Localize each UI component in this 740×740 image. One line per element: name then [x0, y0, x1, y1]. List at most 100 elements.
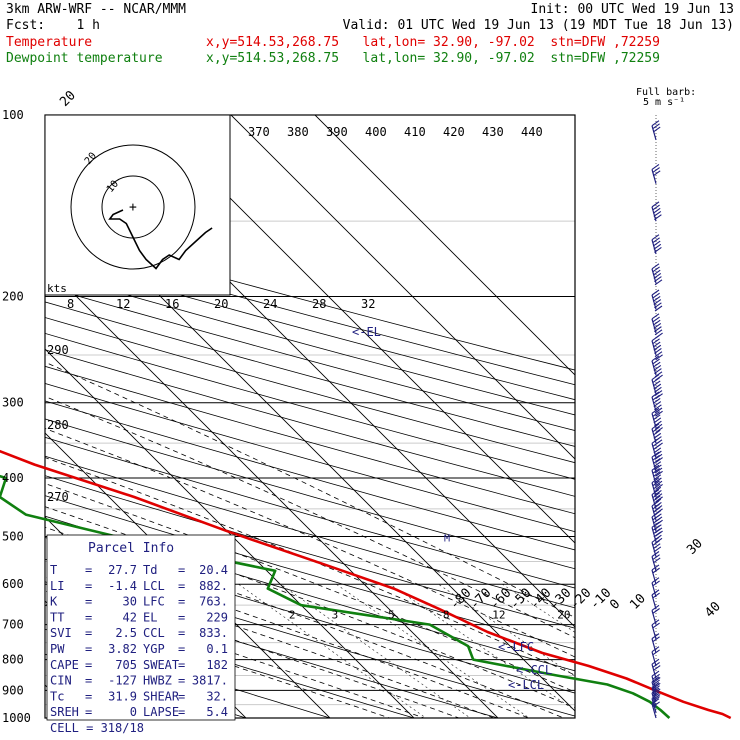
wind-barb-tick [651, 335, 660, 342]
wind-barb-tick [652, 685, 660, 692]
wind-barb-tick [655, 496, 663, 503]
wind-barb-tick [651, 676, 660, 683]
wind-barb-tick [654, 420, 662, 427]
wind-barb-staff [651, 582, 657, 598]
dry-adiabat [45, 256, 575, 401]
moist-adiabat [45, 428, 575, 658]
wind-barb-tick [654, 450, 662, 457]
wind-barb-staff [651, 594, 657, 610]
mixing-ratio-label: 3 [332, 609, 339, 622]
mixing-ratio-label: 8 [443, 609, 450, 622]
hodograph-trace [108, 209, 213, 270]
wind-barb-tick [652, 567, 660, 574]
wind-barb-tick [651, 589, 660, 596]
wind-barb-tick [652, 429, 661, 436]
wind-barb-tick [652, 580, 660, 587]
parcel-row-label1: CIN [50, 674, 72, 688]
wind-barb-tick [652, 441, 660, 447]
barb-legend-line1: Full barb: [636, 87, 696, 98]
temperature-axis-label: 30 [684, 536, 706, 558]
wind-barb-tick [654, 368, 662, 375]
wind-barb-tick [651, 577, 660, 584]
parcel-row-label2: Td [143, 563, 157, 577]
parcel-row-label2: EL [143, 610, 157, 624]
parcel-row-value1: 0 [130, 705, 137, 719]
wind-barb-tick [652, 673, 660, 680]
wind-barb-tick [652, 380, 661, 387]
moist-adiabat [45, 603, 391, 718]
wind-barb-staff [651, 638, 657, 654]
pressure-label: 700 [2, 618, 24, 632]
parcel-row-eq2: = [178, 610, 185, 624]
wind-barb [651, 374, 663, 400]
parcel-row-value1: 705 [115, 658, 137, 672]
pressure-label: 800 [2, 653, 24, 667]
wind-barb-tick [652, 649, 660, 656]
parcel-row-label1: T [50, 563, 57, 577]
wind-barb-tick [654, 305, 663, 312]
wind-barbs-layer [651, 115, 663, 719]
moist-adiabat [45, 395, 575, 639]
mixing-ratio-label: 20 [557, 609, 570, 622]
wind-barb [651, 464, 663, 490]
pressure-label: 200 [2, 290, 24, 304]
parcel-row-eq2: = [178, 626, 185, 640]
dry-adiabat [45, 286, 575, 431]
wind-barb-tick [653, 546, 662, 553]
series-line-temperature [0, 449, 732, 720]
wind-barb-tick [652, 608, 660, 614]
temperature-latlon: lat,lon= 32.90, -97.02 [362, 35, 535, 50]
wind-barb [651, 289, 663, 312]
lcl-annotation: <-LCL [508, 678, 544, 692]
parcel-row-eq1: = [85, 563, 92, 577]
wind-barb-tick [652, 458, 661, 464]
wind-barb-tick [652, 480, 660, 487]
parcel-row-value1: 31.9 [108, 689, 137, 703]
wind-barb-tick [653, 299, 662, 306]
wind-barb [651, 477, 663, 503]
parcel-row-value2: 763. [199, 595, 228, 609]
parcel-row-value2: 229 [206, 610, 228, 624]
wind-barb-tick [653, 364, 662, 371]
parcel-row-label1: Tc [50, 689, 64, 703]
wind-barb-tick [653, 344, 662, 351]
wind-barb-tick [652, 338, 660, 345]
forecast-hour: Fcst: 1 h [6, 18, 100, 34]
hodograph-center-mark: + [129, 200, 137, 215]
wind-barb-tick [652, 341, 661, 348]
wind-barb-tick [652, 696, 660, 703]
plot-frame [44, 114, 576, 719]
wind-barb-tick [652, 292, 660, 299]
dewpoint-latlon: lat,lon= 32.90, -97.02 [362, 51, 535, 66]
wind-barb-tick [653, 211, 662, 217]
dry-adiabat [45, 271, 575, 416]
wind-barb-tick [652, 411, 660, 418]
wind-barb-tick [651, 551, 660, 557]
wind-barb-tick [652, 444, 661, 451]
wind-barb-tick [652, 316, 660, 323]
lfc-annotation: <-LFC [498, 640, 534, 654]
isotherm-line [146, 115, 575, 544]
parcel-row-eq2: = [178, 579, 185, 593]
parcel-row-value2: 833. [199, 626, 228, 640]
temperature-axis-label: 20 [57, 88, 79, 110]
mixing-ratio-label: 12 [492, 609, 505, 622]
wind-barb-tick [652, 693, 661, 700]
dewpoint-legend: Dewpoint temperature [6, 51, 163, 66]
parcel-row-label1: CAPE [50, 658, 79, 672]
wind-barb-staff [651, 664, 657, 679]
dry-adiabat [45, 581, 500, 718]
wind-barb-tick [652, 167, 660, 174]
wind-barb [651, 234, 662, 255]
wind-barb-tick [653, 383, 662, 390]
wind-barb-tick [654, 477, 662, 484]
wind-barb-tick [652, 557, 661, 564]
theta-left-label: 290 [47, 343, 69, 357]
parcel-row-eq1: = [85, 658, 92, 672]
wind-barb-tick [652, 204, 660, 211]
theta-top-label: 430 [482, 125, 504, 139]
dry-adiabat [45, 475, 575, 629]
isotherm-line [45, 264, 499, 718]
wind-barb-tick [654, 326, 662, 333]
